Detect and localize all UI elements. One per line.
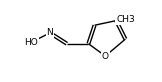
Text: O: O bbox=[102, 52, 109, 61]
Text: CH3: CH3 bbox=[116, 15, 135, 24]
Text: HO: HO bbox=[25, 38, 38, 47]
Text: N: N bbox=[46, 28, 53, 37]
